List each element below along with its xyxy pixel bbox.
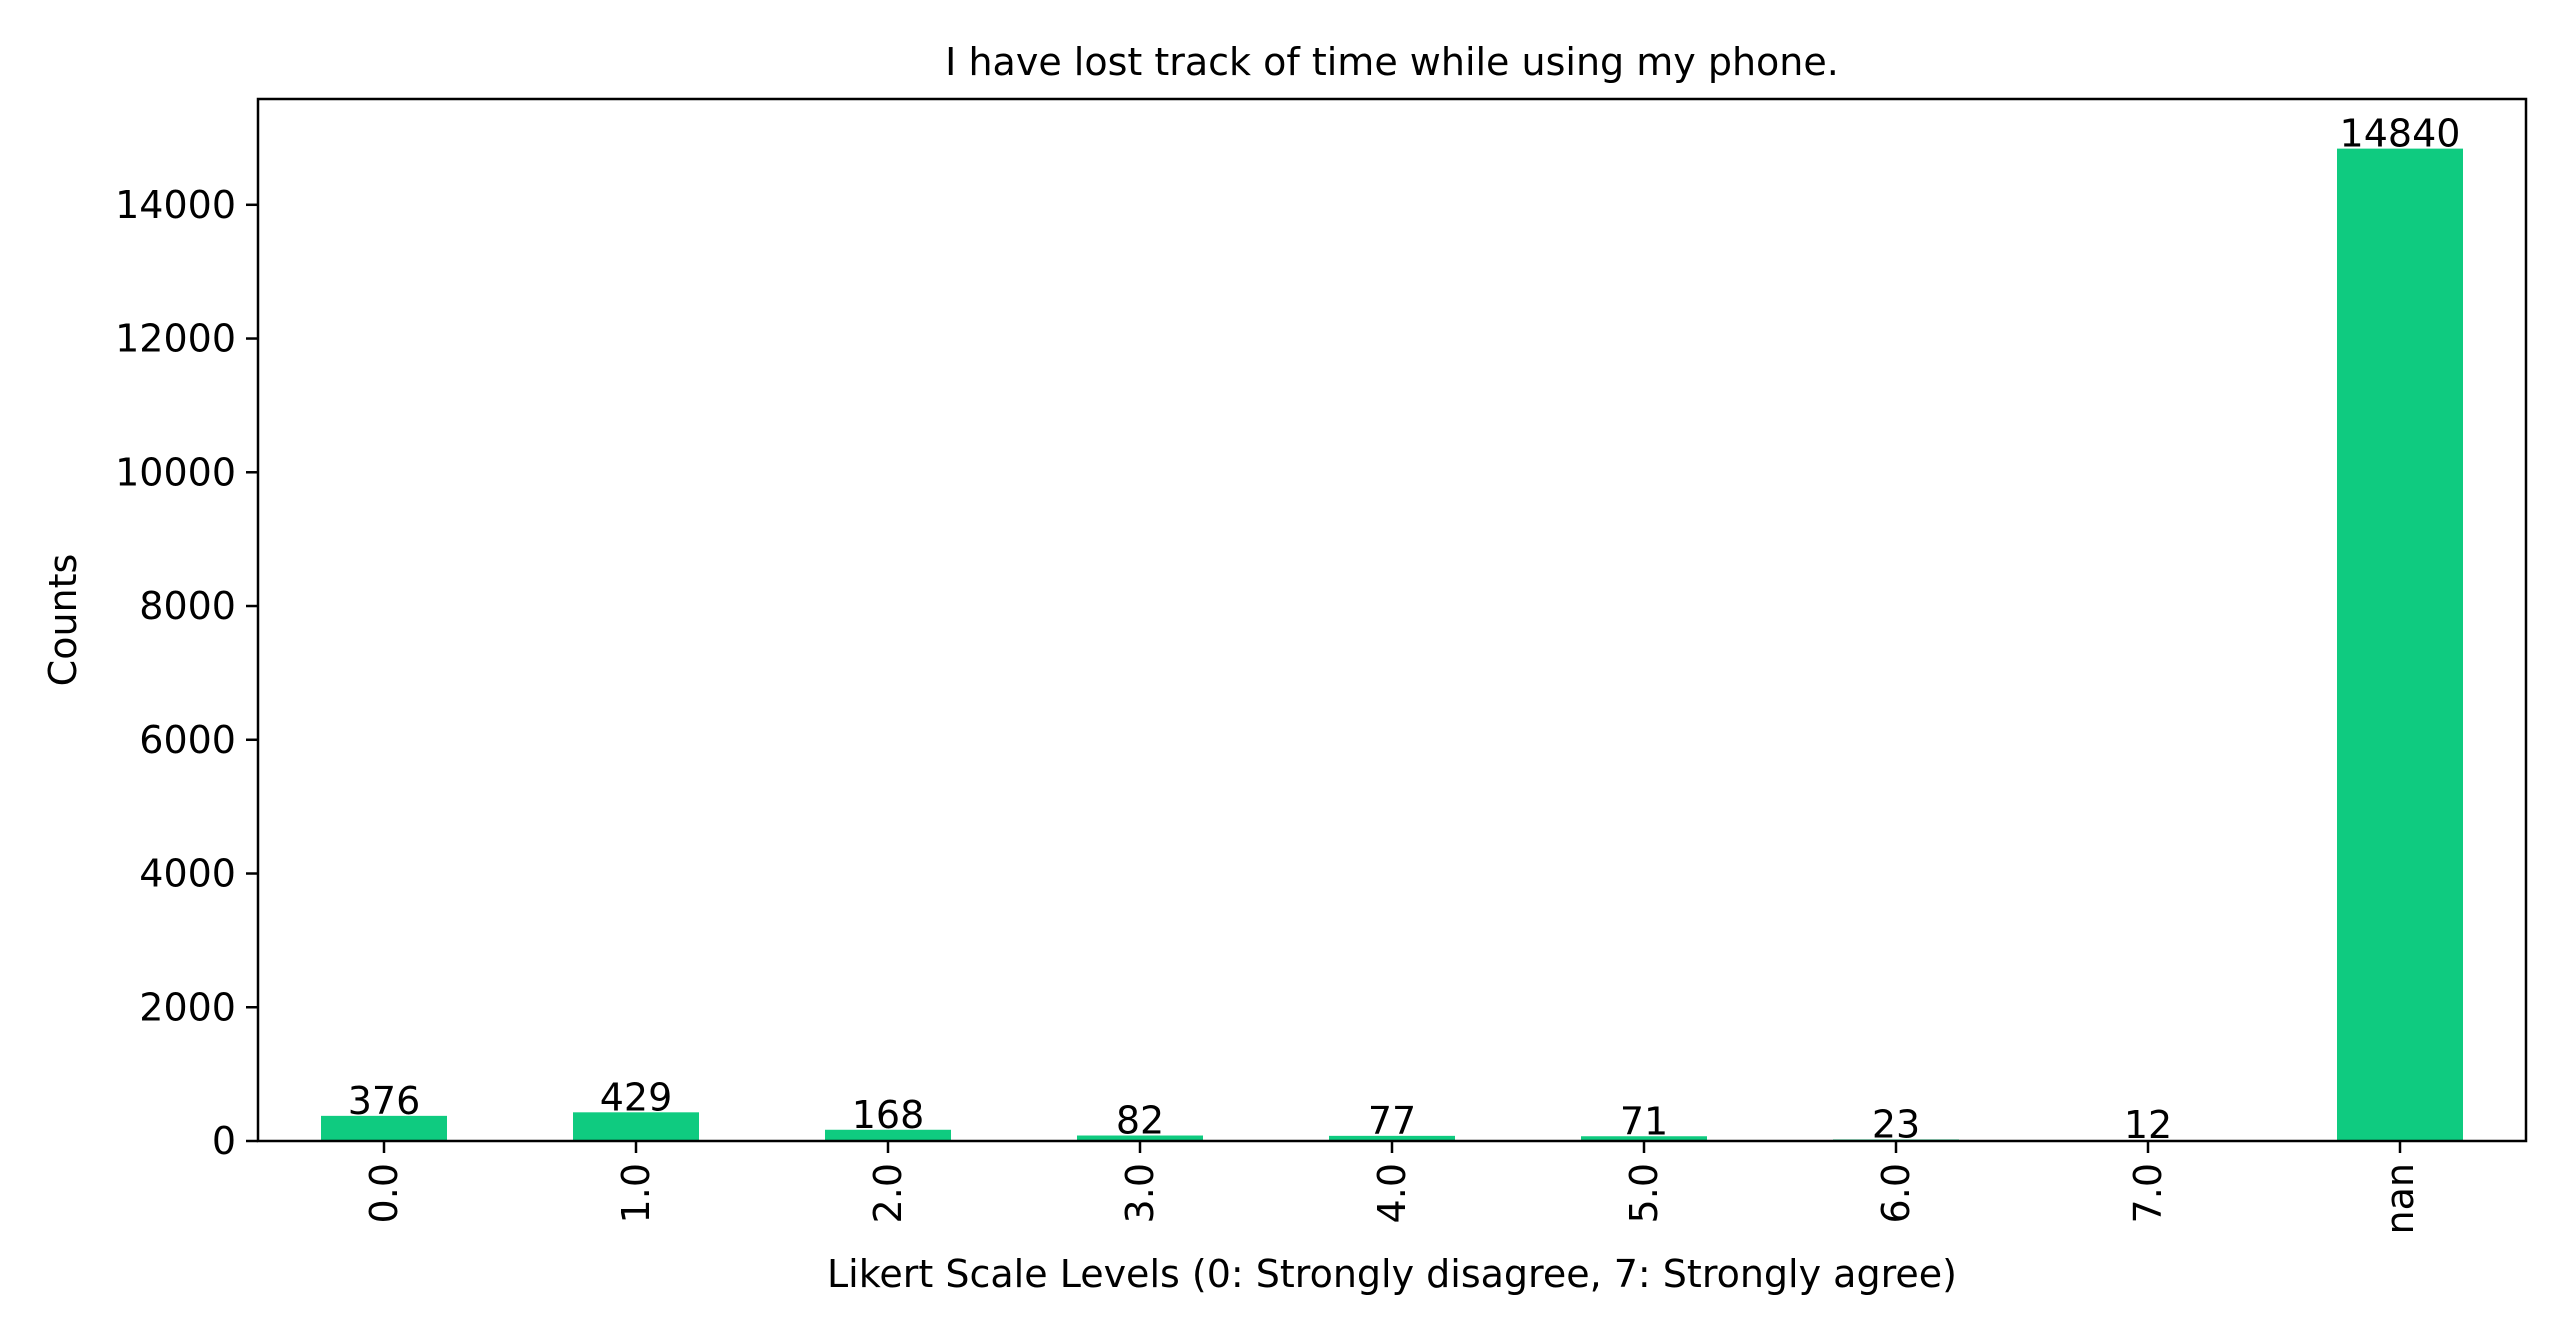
x-tick-label: 1.0 (614, 1163, 658, 1223)
data-label: 429 (600, 1075, 673, 1119)
y-tick-label: 0 (212, 1119, 236, 1163)
bar (573, 1112, 699, 1141)
y-tick-label: 10000 (115, 450, 236, 494)
data-label: 168 (852, 1093, 925, 1137)
x-tick-label: 0.0 (362, 1163, 406, 1223)
bar-series (321, 148, 2463, 1142)
plot-area-frame (256, 97, 2528, 1143)
data-label: 82 (1116, 1099, 1164, 1143)
x-tick-label: 7.0 (2126, 1163, 2170, 1223)
chart-title: I have lost track of time while using my… (945, 40, 1839, 84)
data-label: 71 (1620, 1099, 1668, 1143)
x-tick-label: 2.0 (866, 1163, 910, 1223)
bar (2337, 148, 2463, 1142)
y-axis: 0 2000 4000 6000 8000 10000 12000 14000 (115, 183, 258, 1163)
data-label: 14840 (2340, 112, 2461, 156)
y-tick-label: 8000 (139, 584, 236, 628)
bar (1077, 1135, 1203, 1141)
y-tick-label: 2000 (139, 985, 236, 1029)
y-tick-label: 14000 (115, 183, 236, 227)
data-label: 23 (1872, 1102, 1920, 1146)
y-tick-label: 6000 (139, 718, 236, 762)
bar (321, 1115, 447, 1141)
y-axis-label: Counts (41, 554, 85, 687)
x-tick-label: 5.0 (1622, 1163, 1666, 1223)
bar (825, 1129, 951, 1141)
x-axis-label: Likert Scale Levels (0: Strongly disagre… (827, 1252, 1957, 1296)
y-tick-label: 12000 (115, 317, 236, 361)
x-axis: 0.0 1.0 2.0 3.0 4.0 5.0 6.0 7.0 nan (362, 1141, 2422, 1234)
x-tick-label: 3.0 (1118, 1163, 1162, 1223)
data-label: 376 (348, 1079, 421, 1123)
bar (1581, 1136, 1707, 1141)
bar (1329, 1135, 1455, 1141)
x-tick-label: nan (2378, 1163, 2422, 1234)
x-tick-label: 6.0 (1874, 1163, 1918, 1223)
y-tick-label: 4000 (139, 852, 236, 896)
data-label: 77 (1368, 1099, 1416, 1143)
x-tick-label: 4.0 (1370, 1163, 1414, 1223)
